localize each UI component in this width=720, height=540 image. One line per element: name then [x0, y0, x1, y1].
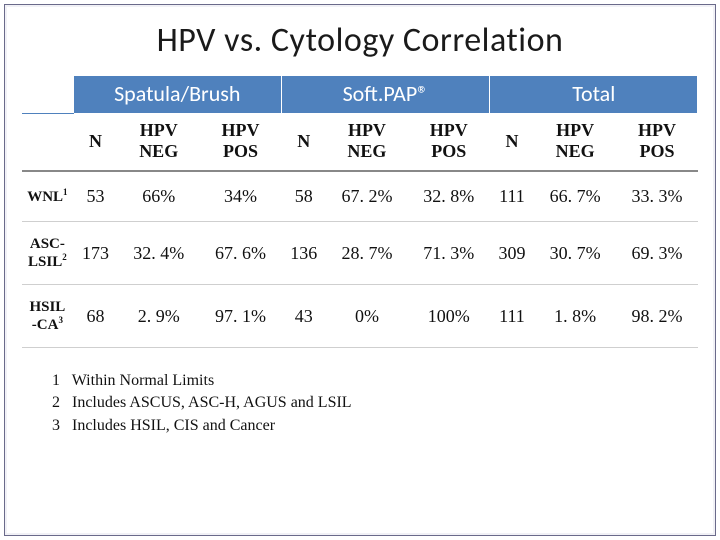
slide-frame: [4, 4, 716, 536]
